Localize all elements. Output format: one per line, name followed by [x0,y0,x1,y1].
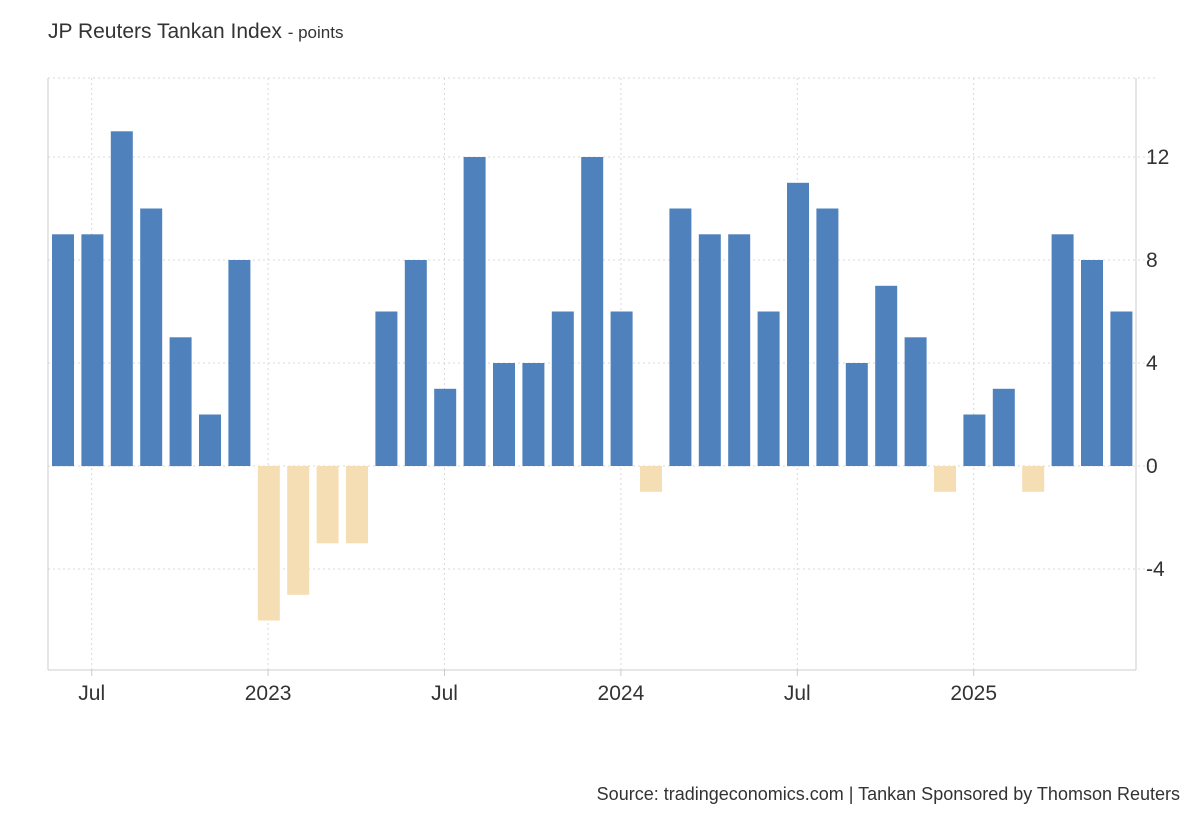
bar-2023-03 [316,466,339,544]
bar-2024-05 [728,234,751,467]
x-tick-label: Jul [784,682,811,705]
bar-2024-08 [816,208,839,466]
chart-subtitle: - points [287,23,344,42]
bar-2024-04 [698,234,721,467]
bar-2023-06 [404,260,427,466]
bar-2024-06 [757,311,780,466]
bar-2024-07 [787,182,809,467]
bar-2023-05 [375,311,398,466]
bar-2025-02 [992,388,1015,467]
bar-2022-08 [110,131,133,467]
bar-2022-10 [169,337,192,467]
bar-2023-11 [551,311,574,466]
chart-title-text: JP Reuters Tankan Index [48,20,282,43]
y-tick-label: 0 [1146,455,1158,478]
bar-2023-10 [522,363,545,466]
y-tick-label: 12 [1146,146,1169,169]
bar-2023-07 [434,388,457,467]
bar-2022-09 [140,208,163,466]
bar-2024-09 [845,363,868,466]
bar-2024-12 [934,466,956,492]
bar-2023-12 [581,157,604,466]
chart-title: JP Reuters Tankan Index - points [48,20,343,44]
bar-2025-05 [1081,260,1103,466]
bar-2024-11 [904,337,927,467]
bar-2023-01 [257,466,280,621]
bar-2022-11 [199,414,221,466]
bar-2023-04 [346,466,368,544]
bar-2022-07 [81,234,104,467]
bar-2025-04 [1051,234,1074,467]
y-tick-label: 8 [1146,249,1158,272]
x-tick-label: Jul [78,682,105,705]
bar-2024-03 [669,208,692,466]
bar-2022-12 [228,260,251,466]
bar-layer [52,131,1133,621]
x-tick-label: Jul [431,682,458,705]
y-tick-label: -4 [1146,558,1165,581]
bar-2023-08 [463,157,486,466]
bar-2023-02 [287,466,310,595]
axis-layer: -4 0 4 8 12 Jul 2023 Jul 2024 Jul 2025 [47,78,1169,705]
x-tick-label: 2024 [598,682,645,705]
bar-2023-09 [493,363,515,466]
x-tick-label: 2025 [950,682,997,705]
bar-2024-10 [875,285,898,467]
bar-2025-06 [1110,311,1133,466]
bar-2024-02 [640,466,662,492]
bar-2022-06 [52,234,74,467]
x-tick-label: 2023 [245,682,292,705]
source-credit: Source: tradingeconomics.com | Tankan Sp… [596,784,1180,804]
bar-2025-01 [963,414,986,466]
bar-2024-01 [610,311,633,466]
bar-2025-03 [1022,466,1045,492]
y-tick-label: 4 [1146,352,1158,375]
